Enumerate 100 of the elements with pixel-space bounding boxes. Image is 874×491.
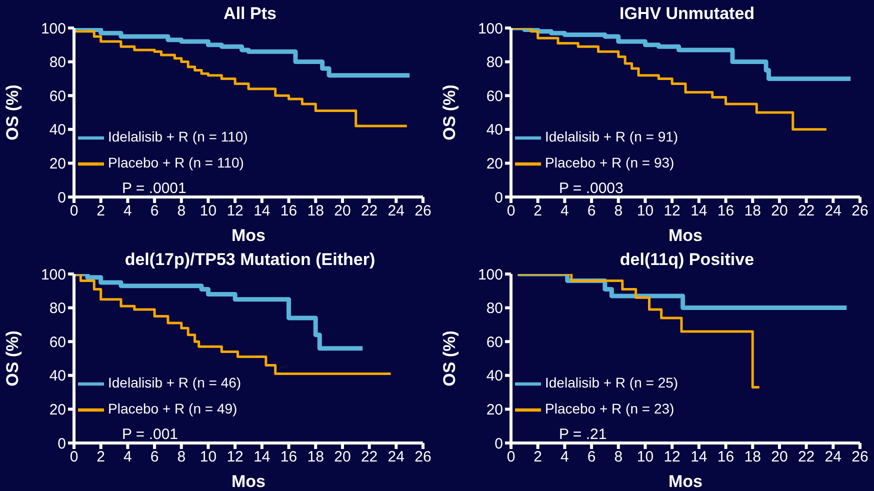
x-tick-label: 14 — [254, 448, 270, 466]
annotation: P = .21 — [559, 426, 607, 442]
y-tick-label: 100 — [40, 20, 66, 38]
y-tick-label: 80 — [486, 300, 503, 317]
x-tick-label: 0 — [506, 448, 516, 466]
x-tick-label: 20 — [771, 202, 788, 220]
y-tick-label: 80 — [49, 54, 66, 72]
x-tick-label: 0 — [70, 202, 78, 220]
legend-label: Idelalisib + R (n = 110) — [108, 128, 248, 145]
y-tick-label: 40 — [486, 367, 503, 384]
x-tick-label: 20 — [334, 202, 351, 220]
y-tick-label: 60 — [49, 333, 66, 350]
x-axis-title: Mos — [232, 226, 266, 245]
x-tick-label: 24 — [824, 448, 842, 466]
y-tick-label: 20 — [49, 156, 66, 173]
x-tick-label: 18 — [744, 448, 761, 466]
x-tick-label: 18 — [307, 448, 324, 466]
x-tick-label: 26 — [852, 202, 868, 220]
y-axis-title: OS (%) — [3, 330, 22, 386]
x-tick-label: 22 — [360, 448, 378, 466]
y-tick-label: 20 — [49, 401, 66, 418]
x-tick-label: 16 — [717, 202, 734, 220]
legend-label: Placebo + R (n = 93) — [545, 154, 674, 171]
y-tick-label: 100 — [478, 20, 503, 38]
x-tick-label: 26 — [852, 448, 868, 466]
y-tick-label: 100 — [40, 266, 66, 283]
x-tick-label: 16 — [280, 448, 298, 466]
x-tick-label: 14 — [690, 202, 708, 220]
x-tick-label: 6 — [587, 202, 596, 220]
y-tick-label: 20 — [486, 401, 503, 418]
x-tick-label: 8 — [177, 448, 186, 466]
x-tick-label: 6 — [587, 448, 596, 466]
x-tick-label: 14 — [690, 448, 708, 466]
x-tick-label: 4 — [124, 448, 132, 466]
y-tick-label: 40 — [49, 122, 66, 139]
legend-label: Idelalisib + R (n = 25) — [545, 374, 678, 390]
legend-label: Placebo + R (n = 23) — [545, 400, 674, 416]
x-axis-title: Mos — [668, 472, 702, 490]
x-tick-label: 24 — [388, 202, 404, 220]
x-tick-label: 8 — [177, 202, 186, 220]
x-tick-label: 4 — [560, 448, 569, 466]
x-tick-label: 2 — [96, 448, 106, 466]
x-tick-label: 12 — [664, 448, 680, 466]
x-tick-label: 16 — [717, 448, 734, 466]
x-tick-label: 0 — [70, 448, 78, 466]
x-tick-label: 6 — [150, 202, 159, 220]
x-tick-label: 2 — [96, 202, 106, 220]
x-axis-title: Mos — [668, 226, 702, 245]
legend-label: Placebo + R (n = 49) — [108, 400, 238, 416]
x-tick-label: 4 — [124, 202, 132, 220]
x-axis-title: Mos — [232, 472, 266, 490]
x-tick-label: 10 — [200, 448, 217, 466]
legend-label: Idelalisib + R (n = 91) — [545, 128, 678, 145]
x-tick-label: 12 — [226, 202, 244, 220]
x-tick-label: 22 — [798, 448, 815, 466]
x-tick-label: 4 — [560, 202, 569, 220]
x-tick-label: 26 — [414, 448, 432, 466]
chart-title: del(11q) Positive — [618, 250, 756, 270]
y-tick-label: 20 — [486, 156, 503, 173]
x-tick-label: 18 — [744, 202, 761, 220]
chart-title: All Pts — [222, 4, 278, 24]
y-axis-title: OS (%) — [440, 84, 460, 140]
x-tick-label: 10 — [200, 202, 217, 220]
x-tick-label: 22 — [360, 202, 378, 220]
x-tick-label: 14 — [254, 202, 270, 220]
x-tick-label: 2 — [534, 202, 542, 220]
annotation: P = .001 — [122, 426, 178, 442]
y-tick-label: 60 — [486, 88, 503, 105]
y-tick-label: 0 — [494, 189, 503, 206]
y-tick-label: 100 — [478, 266, 503, 283]
legend-label: Idelalisib + R (n = 46) — [108, 374, 242, 390]
y-tick-label: 0 — [58, 434, 66, 452]
y-tick-label: 60 — [49, 88, 66, 105]
x-tick-label: 10 — [636, 202, 654, 220]
x-tick-label: 16 — [280, 202, 298, 220]
x-tick-label: 20 — [334, 448, 351, 466]
y-tick-label: 0 — [58, 189, 66, 206]
y-tick-label: 60 — [486, 333, 503, 350]
chart-title: del(17p)/TP53 Mutation (Either) — [124, 250, 376, 270]
legend-label: Placebo + R (n = 110) — [108, 154, 244, 171]
x-tick-label: 0 — [506, 202, 516, 220]
x-tick-label: 26 — [414, 202, 432, 220]
x-tick-label: 12 — [664, 202, 680, 220]
y-tick-label: 40 — [49, 367, 66, 384]
x-tick-label: 8 — [614, 202, 623, 220]
x-tick-label: 18 — [307, 202, 324, 220]
y-tick-label: 80 — [49, 300, 66, 317]
y-tick-label: 40 — [486, 122, 503, 139]
x-tick-label: 22 — [798, 202, 815, 220]
y-axis-title: OS (%) — [3, 84, 22, 140]
x-tick-label: 20 — [771, 448, 788, 466]
annotation: P = .0001 — [122, 180, 186, 197]
y-tick-label: 80 — [486, 54, 503, 72]
x-tick-label: 2 — [534, 448, 542, 466]
y-tick-label: 0 — [494, 434, 503, 452]
chart-title: IGHV Unmutated — [618, 4, 756, 24]
x-tick-label: 10 — [636, 448, 654, 466]
x-tick-label: 6 — [150, 448, 159, 466]
x-tick-label: 24 — [388, 448, 404, 466]
y-axis-title: OS (%) — [440, 330, 460, 386]
